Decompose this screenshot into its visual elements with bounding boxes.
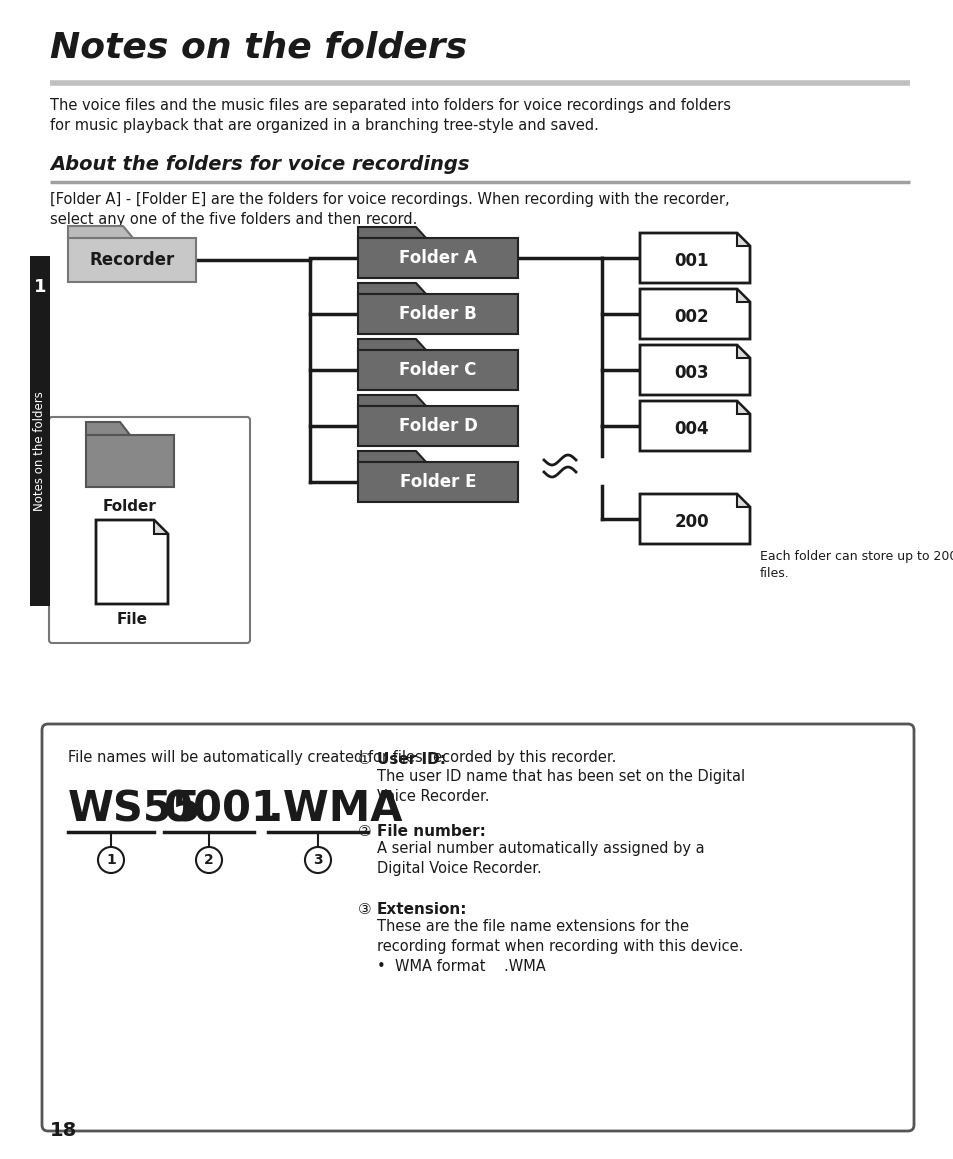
Polygon shape — [68, 226, 132, 238]
Polygon shape — [639, 289, 749, 338]
Text: The user ID name that has been set on the Digital
Voice Recorder.: The user ID name that has been set on th… — [376, 770, 744, 804]
Text: 3: 3 — [313, 853, 322, 867]
Polygon shape — [639, 345, 749, 395]
Text: ①: ① — [357, 752, 372, 767]
Text: Extension:: Extension: — [376, 902, 467, 917]
Text: ②: ② — [357, 824, 372, 839]
Polygon shape — [737, 233, 749, 246]
FancyBboxPatch shape — [42, 724, 913, 1131]
Text: File number:: File number: — [376, 824, 485, 839]
Text: About the folders for voice recordings: About the folders for voice recordings — [50, 155, 469, 174]
Text: Recorder: Recorder — [90, 252, 174, 269]
Polygon shape — [357, 451, 426, 462]
Polygon shape — [86, 435, 173, 487]
Text: 0001: 0001 — [164, 788, 280, 830]
Polygon shape — [639, 233, 749, 283]
Polygon shape — [357, 462, 517, 502]
FancyBboxPatch shape — [49, 417, 250, 643]
Text: 002: 002 — [674, 308, 708, 326]
Text: [Folder A] - [Folder E] are the folders for voice recordings. When recording wit: [Folder A] - [Folder E] are the folders … — [50, 192, 729, 227]
Polygon shape — [357, 238, 517, 278]
Polygon shape — [357, 395, 426, 406]
Text: 1: 1 — [33, 278, 46, 296]
Polygon shape — [639, 401, 749, 451]
Polygon shape — [357, 294, 517, 334]
Text: User ID:: User ID: — [376, 752, 446, 767]
Text: ③: ③ — [357, 902, 372, 917]
Text: Folder E: Folder E — [399, 473, 476, 491]
Text: Each folder can store up to 200
files.: Each folder can store up to 200 files. — [760, 551, 953, 580]
Polygon shape — [737, 494, 749, 506]
Text: 18: 18 — [50, 1121, 77, 1140]
Text: Folder: Folder — [103, 500, 157, 513]
Text: Folder D: Folder D — [398, 417, 476, 435]
Text: 004: 004 — [674, 420, 708, 438]
Polygon shape — [639, 494, 749, 544]
Polygon shape — [86, 422, 130, 435]
Text: A serial number automatically assigned by a
Digital Voice Recorder.: A serial number automatically assigned b… — [376, 841, 704, 876]
Polygon shape — [357, 283, 426, 294]
Bar — [30, 256, 50, 606]
Text: 200: 200 — [674, 513, 708, 531]
Polygon shape — [357, 350, 517, 389]
Circle shape — [305, 847, 331, 873]
Circle shape — [98, 847, 124, 873]
Polygon shape — [68, 238, 195, 282]
Text: 2: 2 — [204, 853, 213, 867]
Polygon shape — [357, 338, 426, 350]
Text: File names will be automatically created for files recorded by this recorder.: File names will be automatically created… — [68, 750, 616, 765]
Text: WS55: WS55 — [68, 788, 201, 830]
Text: Folder C: Folder C — [399, 360, 476, 379]
Text: These are the file name extensions for the
recording format when recording with : These are the file name extensions for t… — [376, 919, 742, 974]
Text: Notes on the folders: Notes on the folders — [33, 391, 47, 511]
Polygon shape — [737, 289, 749, 302]
Text: Folder A: Folder A — [398, 249, 476, 267]
Polygon shape — [737, 401, 749, 414]
Text: .WMA: .WMA — [268, 788, 403, 830]
Polygon shape — [96, 520, 168, 604]
Circle shape — [195, 847, 222, 873]
Polygon shape — [357, 406, 517, 446]
Text: Notes on the folders: Notes on the folders — [50, 30, 467, 64]
Polygon shape — [357, 227, 426, 238]
Text: 001: 001 — [674, 252, 708, 270]
Polygon shape — [153, 520, 168, 534]
Polygon shape — [737, 345, 749, 358]
Text: File: File — [116, 612, 148, 627]
Text: 003: 003 — [674, 364, 708, 382]
Text: 1: 1 — [106, 853, 115, 867]
Text: The voice files and the music files are separated into folders for voice recordi: The voice files and the music files are … — [50, 99, 730, 133]
Text: Folder B: Folder B — [398, 305, 476, 323]
